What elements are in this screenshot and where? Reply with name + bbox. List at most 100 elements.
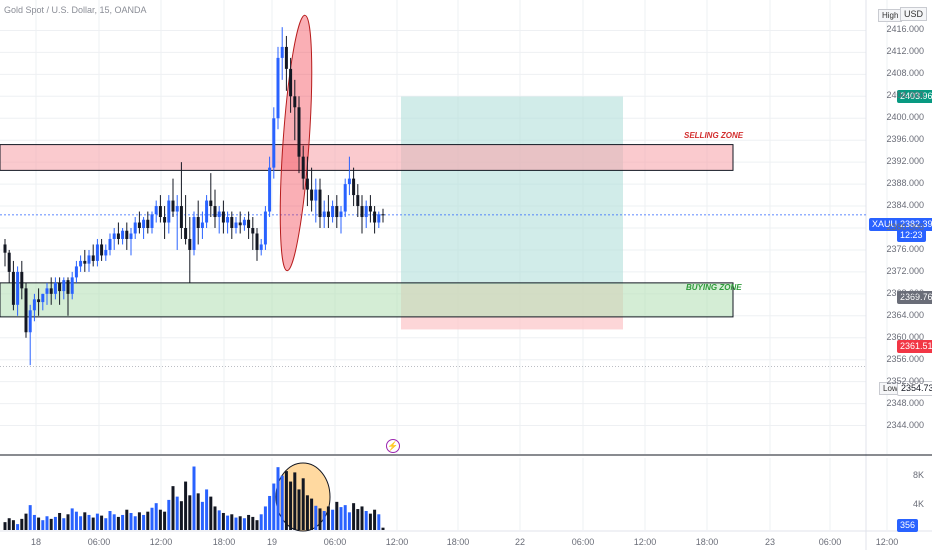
candle-body	[53, 282, 57, 294]
candle-body	[238, 222, 242, 226]
candle-body	[259, 244, 263, 250]
candle-body	[368, 206, 372, 212]
candle-body	[247, 219, 251, 228]
candle-body	[205, 200, 209, 223]
volume-bar	[45, 516, 49, 530]
candle-body	[322, 211, 326, 218]
volume-bar	[53, 516, 57, 530]
price-tick-label: 2400.000	[886, 112, 924, 123]
time-tick-label: 12:00	[633, 537, 657, 547]
price-tick-label: 2364.000	[886, 309, 924, 320]
time-tick-label: 18	[30, 537, 42, 547]
volume-bar	[163, 511, 167, 530]
volume-tick-8k: 8K	[912, 470, 924, 480]
price-tick-label: 2372.000	[886, 265, 924, 276]
volume-tick-4k: 4K	[912, 499, 924, 509]
volume-bar	[125, 509, 129, 530]
volume-bar	[91, 517, 95, 530]
candle-body	[133, 222, 137, 234]
volume-bar	[24, 513, 28, 530]
volume-bar	[171, 486, 175, 530]
volume-bar	[37, 517, 41, 530]
volume-bar	[289, 481, 293, 530]
volume-bar	[314, 505, 318, 530]
candle-body	[16, 271, 20, 305]
volume-bar	[32, 514, 36, 530]
candle-body	[3, 244, 7, 253]
time-tick-label: 19	[266, 537, 278, 547]
candle-body	[276, 57, 280, 119]
volume-bar	[41, 520, 45, 530]
volume-bar	[301, 478, 305, 530]
candle-body	[234, 222, 238, 228]
candle-body	[217, 211, 221, 218]
stop-loss-price-tag: 2361.514	[897, 340, 932, 353]
candle-body	[49, 288, 53, 294]
candle-body	[179, 206, 183, 228]
candle-body	[79, 260, 83, 267]
volume-bar	[104, 518, 108, 530]
candle-body	[175, 206, 179, 212]
volume-bar	[373, 509, 377, 530]
currency-button[interactable]: USD	[900, 7, 928, 21]
candle-body	[226, 217, 230, 223]
high-flag: High	[878, 9, 903, 22]
symbol-title: Gold Spot / U.S. Dollar, 15, OANDA	[4, 5, 147, 15]
candle-body	[7, 252, 11, 272]
candle-body	[268, 167, 272, 212]
volume-bar	[116, 516, 120, 530]
time-tick-label: 22	[514, 537, 526, 547]
volume-bar	[318, 508, 322, 530]
take-profit-price-tag: 2403.963	[897, 90, 932, 103]
volume-bar	[263, 506, 267, 530]
current-price-tag: 2382.395	[897, 218, 932, 231]
candle-body	[373, 211, 377, 223]
volume-bar	[200, 501, 204, 530]
volume-bar	[230, 514, 234, 530]
price-tick-label: 2348.000	[886, 397, 924, 408]
price-tick-label: 2380.000	[886, 222, 924, 232]
volume-bar	[66, 514, 70, 530]
candle-body	[284, 46, 288, 69]
candle-body	[289, 68, 293, 97]
candle-body	[242, 219, 246, 226]
volume-bar	[175, 496, 179, 530]
volume-bar	[209, 496, 213, 530]
entry-price-tag: 2369.767	[897, 291, 932, 304]
candle-body	[305, 178, 309, 190]
volume-bar	[129, 512, 133, 530]
volume-bar	[326, 506, 330, 530]
volume-bar	[242, 518, 246, 530]
volume-bar	[251, 516, 255, 530]
low-price-tag: 2354.730	[897, 381, 932, 396]
price-tick-label: 2412.000	[886, 46, 924, 57]
candle-body	[171, 200, 175, 212]
price-tick-label: 2408.000	[886, 68, 924, 79]
candle-body	[11, 271, 15, 305]
candle-body	[70, 277, 74, 294]
candle-body	[377, 214, 381, 223]
volume-bar	[11, 520, 15, 530]
time-tick-label: 18:00	[212, 537, 236, 547]
lightning-icon[interactable]: ⚡	[386, 439, 400, 453]
take-profit-area	[401, 96, 623, 285]
volume-bar	[217, 510, 221, 530]
volume-bar	[221, 512, 225, 530]
candle-body	[331, 206, 335, 218]
candle-body	[364, 206, 368, 218]
volume-bar	[335, 501, 339, 530]
candle-body	[116, 233, 120, 239]
volume-bar	[108, 511, 112, 530]
volume-bar	[188, 495, 192, 530]
candle-body	[91, 255, 95, 261]
volume-bar	[179, 501, 183, 530]
price-tick-label: 2384.000	[886, 200, 924, 211]
volume-bar	[196, 493, 200, 530]
candle-body	[352, 178, 356, 196]
volume-bar	[20, 518, 24, 530]
volume-bar	[347, 512, 351, 530]
candle-body	[62, 280, 66, 292]
candle-body	[272, 118, 276, 168]
